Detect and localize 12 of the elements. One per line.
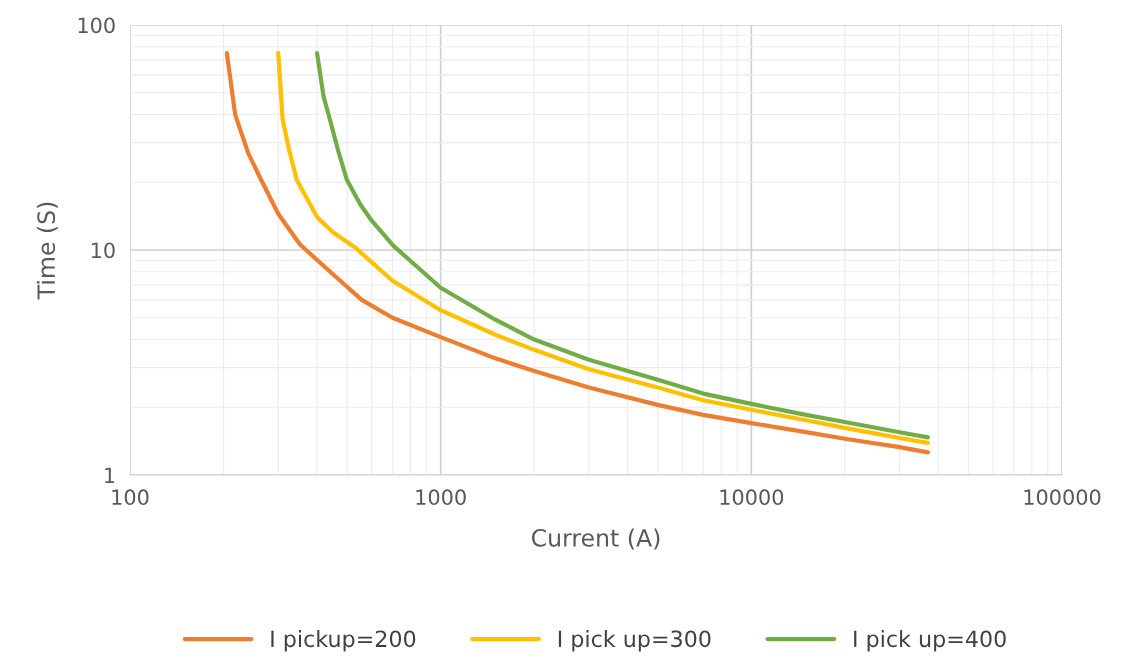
y-tick-label: 10 [91,242,115,259]
x-tick-label: 10000 [720,489,784,506]
y-tick-label: 1 [105,467,115,483]
x-axis-title: Current (A) [531,528,660,550]
x-tick-label: 100 [112,489,149,506]
legend-label: I pick up=400 [854,630,1006,652]
x-tick-label: 1000 [416,489,466,506]
x-tick-label: 100000 [1024,489,1101,506]
legend-label: I pickup=200 [271,630,416,652]
y-axis-title: Time (S) [36,202,58,300]
legend-label: I pick up=300 [558,630,711,652]
y-tick-label: 100 [78,17,115,34]
